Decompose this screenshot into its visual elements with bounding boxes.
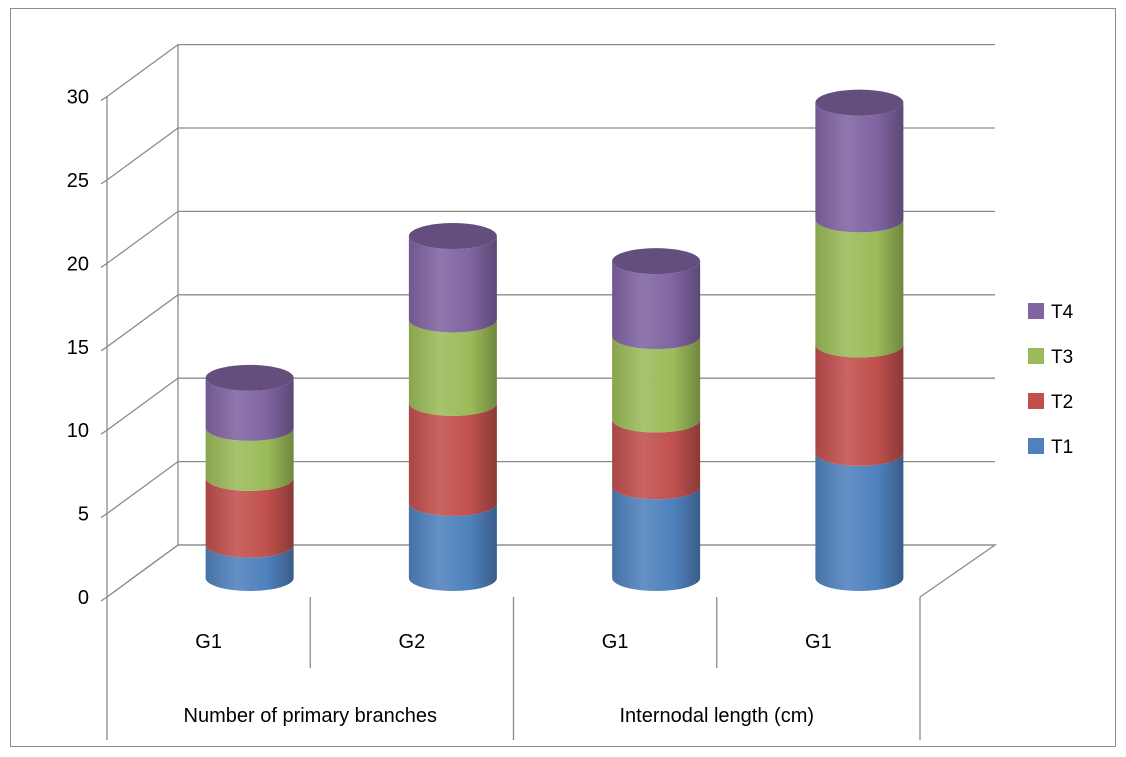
bar-segment <box>205 427 294 491</box>
bar-stack <box>205 364 294 591</box>
bar-segment <box>205 544 294 591</box>
bar-segment <box>815 452 904 591</box>
legend-swatch <box>1028 393 1044 409</box>
legend-swatch <box>1028 438 1044 454</box>
legend-swatch <box>1028 303 1044 319</box>
bar-segment <box>815 344 904 466</box>
x-tick-label: G1 <box>195 631 222 653</box>
gridline <box>100 460 995 519</box>
bar-segment <box>815 219 904 358</box>
bar-segment <box>612 261 701 350</box>
group-label: Number of primary branches <box>184 705 437 727</box>
group-label: Internodal length (cm) <box>619 705 814 727</box>
legend-swatch <box>1028 348 1044 364</box>
bar-segment <box>612 486 701 591</box>
gridline <box>100 210 995 268</box>
gridline <box>100 43 995 102</box>
y-tick-label: 15 <box>67 337 89 359</box>
bar-top-cap <box>408 223 497 250</box>
bar-segment <box>408 319 497 416</box>
y-tick-label: 20 <box>67 253 89 275</box>
bar-top-cap <box>612 248 701 275</box>
bar-stack <box>408 223 497 591</box>
bar-segment <box>408 236 497 333</box>
gridline <box>100 544 995 602</box>
legend-label: T2 <box>1051 392 1073 413</box>
bar-segment <box>612 336 701 433</box>
bar-stack <box>815 89 904 591</box>
legend-label: T3 <box>1051 347 1073 368</box>
bar-stack <box>612 248 701 591</box>
bar-segment <box>408 402 497 516</box>
y-axis: 0 5 10 15 20 25 30 <box>67 87 108 609</box>
y-tick-label: 5 <box>78 504 89 526</box>
y-tick-label: 30 <box>67 87 89 109</box>
y-tick-label: 25 <box>67 170 89 192</box>
bars <box>205 89 904 591</box>
legend-label: T1 <box>1051 437 1073 458</box>
y-tick-label: 0 <box>78 587 89 609</box>
y-tick-label: 10 <box>67 420 89 442</box>
x-axis: G1 G2 G1 G1 Number of primary branches Intern… <box>106 597 921 740</box>
x-tick-label: G1 <box>602 631 629 653</box>
legend-label: T4 <box>1051 302 1074 323</box>
x-tick-label: G2 <box>399 631 426 653</box>
bar-segment <box>408 502 497 591</box>
chart-frame <box>10 8 1116 747</box>
bar-segment <box>815 102 904 233</box>
bar-segment <box>612 419 701 500</box>
bar-top-cap <box>815 89 904 116</box>
bar-segment <box>205 477 294 558</box>
gridline <box>100 127 995 185</box>
gridlines <box>100 43 995 602</box>
legend: T4 T3 T2 T1 <box>1028 302 1074 458</box>
gridline <box>100 377 995 435</box>
x-tick-label: G1 <box>805 631 832 653</box>
bar-top-cap <box>205 364 294 391</box>
gridline <box>100 294 995 352</box>
bar-segment <box>205 377 294 441</box>
